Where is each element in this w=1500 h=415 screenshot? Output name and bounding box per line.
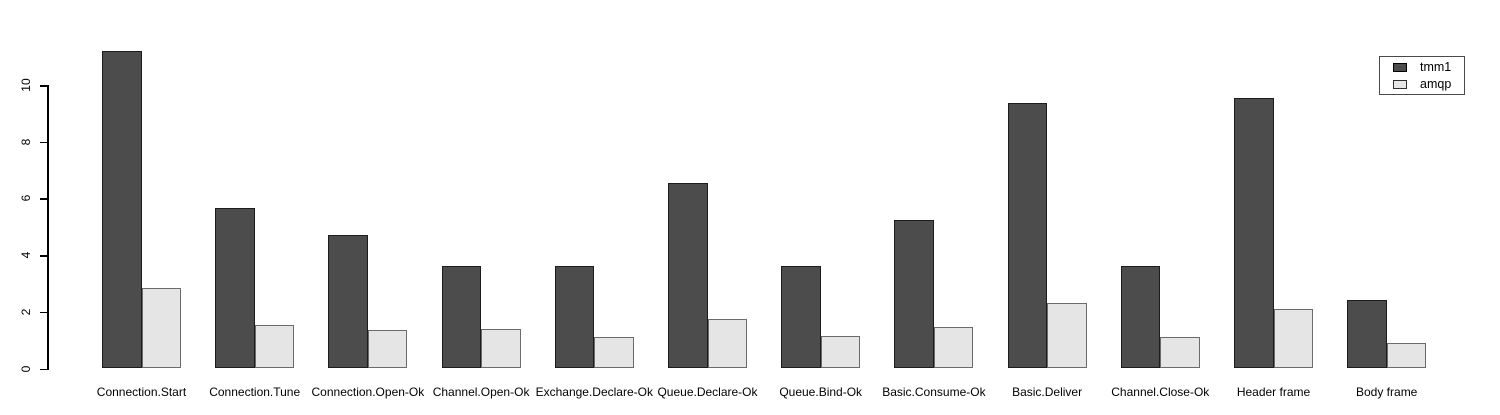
- bar-tmm1-queue-declare-ok: [668, 182, 708, 369]
- y-tick-10: [40, 85, 47, 87]
- y-tick-label-8: 8: [19, 138, 33, 146]
- x-label-channel-close-ok: Channel.Close-Ok: [1111, 385, 1210, 399]
- bar-tmm1-body-frame: [1347, 300, 1387, 369]
- bar-tmm1-exchange-declare-ok: [554, 266, 595, 369]
- y-tick-2: [40, 311, 47, 314]
- x-label-queue-bind-ok: Queue.Bind-Ok: [779, 385, 863, 399]
- bar-tmm1-connection-open-ok: [328, 235, 368, 369]
- bar-amqp-channel-close-ok: [1160, 337, 1200, 369]
- x-label-exchange-declare-ok: Exchange.Declare-Ok: [535, 385, 653, 399]
- x-label-basic-deliver: Basic.Deliver: [1012, 385, 1083, 399]
- legend-swatch-tmm1: [1393, 62, 1407, 72]
- bar-amqp-exchange-declare-ok: [594, 337, 634, 369]
- bar-amqp-basic-consume-ok: [933, 327, 974, 369]
- bar-tmm1-basic-consume-ok: [894, 219, 934, 369]
- bar-tmm1-channel-close-ok: [1120, 266, 1161, 369]
- bar-amqp-basic-deliver: [1047, 303, 1087, 369]
- legend-row-amqp: amqp: [1393, 76, 1454, 91]
- bar-tmm1-queue-bind-ok: [781, 266, 821, 369]
- y-tick-label-10: 10: [19, 78, 33, 92]
- bar-tmm1-basic-deliver: [1007, 103, 1048, 369]
- bar-amqp-connection-start: [141, 287, 181, 369]
- bar-amqp-body-frame: [1386, 342, 1427, 369]
- y-tick-label-6: 6: [19, 195, 33, 202]
- x-label-header-frame: Header frame: [1236, 385, 1311, 399]
- x-label-connection-tune: Connection.Tune: [209, 385, 301, 399]
- bar-amqp-connection-tune: [254, 324, 295, 369]
- legend-label-amqp: amqp: [1420, 76, 1452, 91]
- legend: tmm1 amqp: [1379, 56, 1465, 95]
- x-label-channel-open-ok: Channel.Open-Ok: [432, 385, 530, 399]
- bar-tmm1-header-frame: [1234, 97, 1274, 369]
- bar-amqp-queue-declare-ok: [707, 318, 747, 369]
- y-tick-4: [40, 255, 47, 257]
- bar-tmm1-connection-start: [102, 50, 142, 369]
- legend-row-tmm1: tmm1: [1393, 59, 1454, 74]
- x-label-connection-open-ok: Connection.Open-Ok: [311, 385, 425, 399]
- bar-amqp-connection-open-ok: [367, 330, 408, 369]
- y-tick-8: [40, 141, 47, 144]
- y-tick-label-4: 4: [19, 251, 33, 259]
- x-label-connection-start: Connection.Start: [96, 385, 187, 399]
- bar-amqp-header-frame: [1273, 308, 1313, 369]
- y-tick-6: [40, 198, 47, 200]
- x-label-basic-consume-ok: Basic.Consume-Ok: [882, 385, 986, 399]
- y-tick-0: [40, 368, 47, 370]
- y-tick-label-0: 0: [19, 365, 33, 372]
- x-label-body-frame: Body frame: [1356, 385, 1418, 399]
- legend-swatch-amqp: [1393, 79, 1407, 89]
- y-tick-label-2: 2: [19, 308, 33, 316]
- y-axis-line: [47, 85, 49, 370]
- legend-label-tmm1: tmm1: [1420, 59, 1452, 74]
- x-label-queue-declare-ok: Queue.Declare-Ok: [657, 385, 758, 399]
- bar-amqp-queue-bind-ok: [820, 335, 861, 369]
- bar-tmm1-connection-tune: [215, 208, 255, 369]
- bar-amqp-channel-open-ok: [481, 328, 521, 369]
- bar-tmm1-channel-open-ok: [441, 266, 482, 369]
